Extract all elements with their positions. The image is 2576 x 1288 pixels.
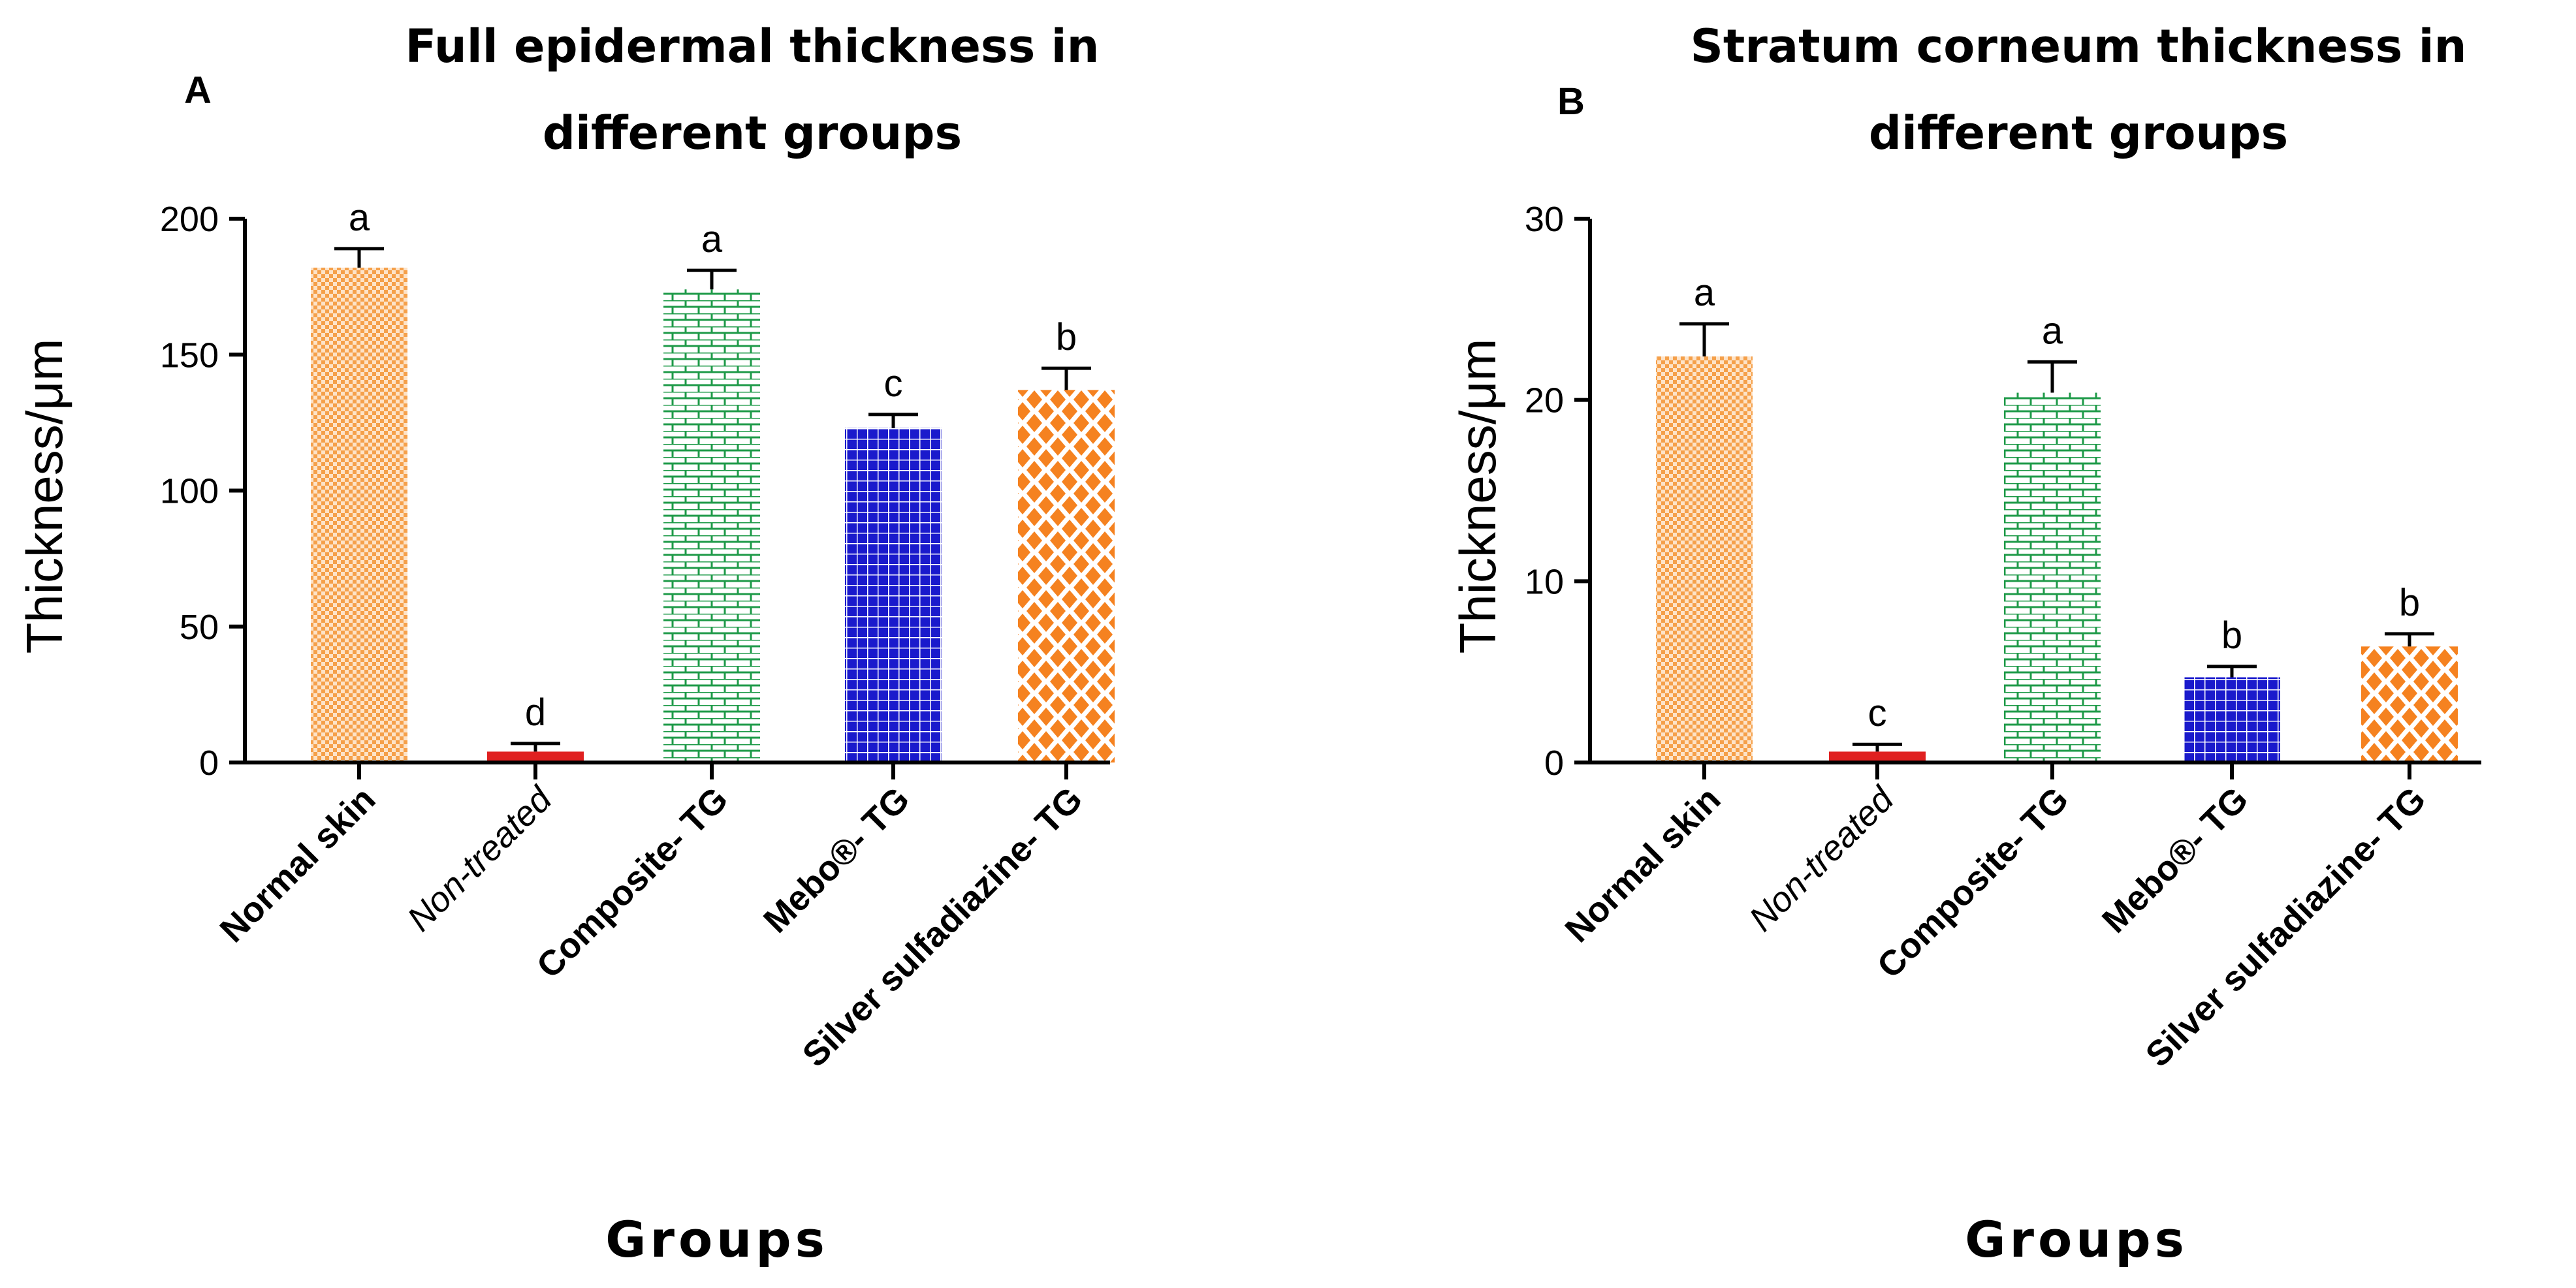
- significance-label-3: a: [2042, 309, 2063, 352]
- chart-title-line2: different groups: [1869, 106, 2288, 160]
- y-tick-label-2: 20: [1525, 381, 1564, 420]
- category-label-4: Mebo®- TG: [2095, 779, 2256, 941]
- bar-4: [2184, 677, 2280, 762]
- category-label-1: Normal skin: [212, 779, 383, 950]
- category-label-3: Composite- TG: [1869, 779, 2076, 986]
- y-tick-label-1: 50: [180, 608, 219, 647]
- significance-label-5: b: [1056, 316, 1077, 358]
- y-tick-label-3: 30: [1525, 200, 1564, 239]
- bar-4: [845, 428, 942, 762]
- category-label-5: Silver sulfadiazine- TG: [2139, 779, 2434, 1075]
- y-tick-label-3: 150: [160, 336, 219, 375]
- y-tick-label-0: 0: [1544, 744, 1564, 783]
- y-ticks-group: 0 50 100 150 200: [160, 200, 245, 783]
- x-axis-label: Groups: [1965, 1210, 2188, 1268]
- y-tick-label-2: 100: [160, 472, 219, 511]
- chart-title-line1: Stratum corneum thickness in: [1691, 20, 2467, 73]
- chart-title-line1: Full epidermal thickness in: [405, 20, 1100, 73]
- category-label-1: Normal skin: [1557, 779, 1728, 950]
- bar-5: [1018, 390, 1115, 762]
- y-tick-label-1: 10: [1525, 562, 1564, 601]
- bars-group: [1656, 322, 2458, 762]
- bar-1: [1656, 356, 1753, 762]
- y-ticks-group: 0 10 20 30: [1525, 200, 1590, 783]
- significance-labels-group: a c a b b: [1694, 272, 2420, 734]
- bars-group: [311, 247, 1115, 763]
- significance-label-4: b: [2221, 614, 2242, 657]
- bar-5: [2361, 646, 2458, 762]
- y-axis-label: Thickness/μm: [16, 339, 73, 654]
- bar-1: [311, 267, 407, 763]
- significance-label-2: c: [1868, 692, 1887, 734]
- significance-label-3: a: [701, 218, 723, 260]
- y-tick-label-4: 200: [160, 200, 219, 239]
- significance-label-4: c: [884, 362, 903, 405]
- chart-title-line2: different groups: [543, 106, 962, 160]
- panel-letter: B: [1557, 80, 1585, 123]
- x-axis-label: Groups: [605, 1210, 829, 1268]
- category-label-2: Non-treated: [1741, 779, 1901, 939]
- panel-a: A Full epidermal thickness in different …: [16, 20, 1115, 1268]
- y-axis-label: Thickness/μm: [1449, 339, 1506, 654]
- bar-2: [1829, 751, 1926, 762]
- significance-label-1: a: [1694, 272, 1715, 314]
- category-label-5: Silver sulfadiazine- TG: [795, 779, 1090, 1075]
- panel-letter: A: [184, 69, 212, 112]
- bar-2: [487, 751, 584, 762]
- y-tick-label-0: 0: [199, 744, 219, 783]
- panel-b: B Stratum corneum thickness in different…: [1449, 20, 2481, 1268]
- significance-label-2: d: [525, 691, 546, 734]
- significance-label-1: a: [349, 196, 370, 239]
- significance-label-5: b: [2399, 582, 2420, 624]
- category-label-3: Composite- TG: [529, 779, 735, 986]
- axes-group: [1588, 219, 2481, 779]
- significance-labels-group: a d a c b: [349, 196, 1077, 734]
- category-label-4: Mebo®- TG: [756, 779, 917, 941]
- bar-3: [2004, 392, 2101, 762]
- bar-3: [663, 289, 760, 762]
- category-label-2: Non-treated: [400, 779, 560, 939]
